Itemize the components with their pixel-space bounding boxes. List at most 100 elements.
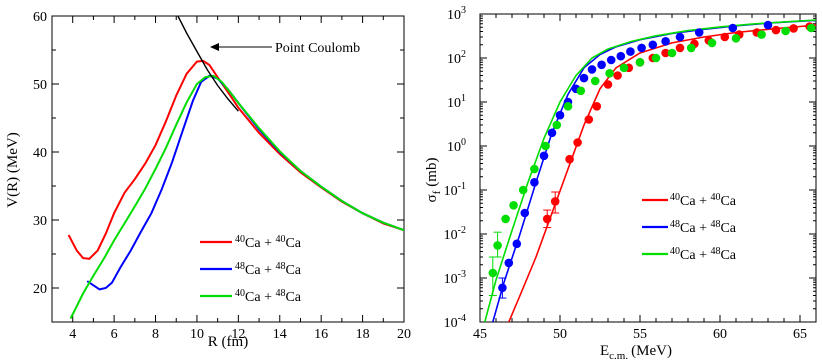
legend-element-1: Ca [680,194,696,209]
data-point [603,80,613,89]
cross-section-y-axis-label: σf (mb) [424,158,443,203]
tick-base: 10 [447,96,461,111]
legend-mass-2: 48 [275,261,285,272]
potential-y-axis-label: V(R) (MeV) [5,132,21,207]
data-point [651,53,661,63]
data-point [667,48,677,58]
data-point [498,283,507,293]
data-point [763,20,773,30]
y-label-main: σ [424,194,440,202]
legend-mass-1: 48 [235,261,245,272]
legend-element-1: Ca [245,236,261,251]
legend-plus: + [696,248,711,263]
data-point [590,76,600,86]
legend-element-1: Ca [245,263,261,278]
point-coulomb-annotation: Point Coulomb [210,41,360,56]
potential-series-line-1 [67,59,404,260]
tick-base: 10 [447,52,461,67]
legend-plus: + [696,221,711,236]
tick-exponent: 1 [461,93,466,104]
legend-element-2: Ca [285,263,301,278]
tick-exponent: -3 [458,269,466,280]
data-point [547,128,557,138]
data-point [635,58,645,67]
data-point [550,197,560,206]
legend-element-2: Ca [720,248,736,263]
x-label-unit: (MeV) [631,343,672,359]
data-point [512,239,522,249]
annotation-label: Point Coulomb [275,41,360,56]
potential-y-tick-label: 40 [33,146,47,161]
data-point [789,24,798,33]
cross-section-legend-label: 40Ca + 48Ca [670,246,737,263]
data-point [694,28,704,37]
x-label-sub: c.m. [609,350,628,362]
potential-x-axis-label: R (fm) [208,334,248,350]
legend-element-2: Ca [720,221,736,236]
legend-plus: + [261,263,276,278]
x-label-main: E [600,343,609,359]
legend-mass-2: 48 [275,288,285,299]
tick-exponent: 2 [461,49,466,60]
data-point [573,138,582,147]
cross-section-y-tick-label: 102 [447,49,466,67]
potential-x-tick-label: 8 [152,327,159,342]
tick-exponent: 3 [461,5,466,16]
data-point [509,201,518,210]
potential-x-tick-label: 16 [314,327,328,342]
point-coulomb-line [177,16,239,112]
data-point [518,185,528,195]
potential-ticks: 4 6 8 10 12 14 16 18 20 20 30 40 50 60 [33,10,411,342]
tick-base: 10 [444,184,458,199]
data-point [552,120,562,130]
data-point [541,141,550,151]
legend-mass-1: 48 [670,219,680,230]
data-point [675,43,685,53]
tick-exponent: -2 [458,225,466,236]
data-point [771,25,781,35]
potential-legend-label: 40Ca + 48Ca [235,288,302,305]
data-point [606,55,616,65]
data-point [675,32,685,42]
potential-x-tick-label: 14 [273,327,287,342]
data-point [584,115,594,124]
potential-y-tick-label: 20 [33,282,47,297]
data-point [613,71,622,80]
data-point [757,30,766,39]
cross-section-y-tick-label: 10-2 [444,225,466,243]
cross-section-x-axis-label: Ec.m. (MeV) [600,343,672,362]
legend-plus: + [261,236,276,251]
data-point [626,47,635,56]
tick-base: 10 [444,272,458,287]
legend-mass-1: 40 [235,234,245,245]
legend-mass-1: 40 [670,192,680,203]
cross-section-y-tick-label: 10-4 [444,313,466,331]
tick-base: 10 [447,140,461,155]
cross-section-y-tick-label: 10-3 [444,269,466,287]
tick-exponent: -4 [458,313,466,324]
tick-exponent: -1 [458,181,466,192]
data-point [686,43,696,53]
data-point [592,102,602,111]
data-point [648,40,658,50]
tick-base: 10 [444,316,458,331]
data-point [539,151,549,161]
data-point [661,48,670,58]
potential-series-line-3 [69,74,404,320]
legend-element-1: Ca [245,290,261,305]
data-point [565,154,574,164]
cross-section-x-tick-label: 60 [713,327,727,342]
data-point [576,86,586,96]
data-point [720,32,730,42]
data-point [530,178,539,187]
potential-legend-label: 40Ca + 40Ca [235,234,302,251]
tick-base: 10 [447,8,461,23]
cross-section-curve-1 [508,24,816,322]
legend-mass-1: 40 [235,288,245,299]
data-point [781,26,790,36]
data-point [637,43,646,53]
data-point [530,164,539,174]
data-point [579,73,589,83]
